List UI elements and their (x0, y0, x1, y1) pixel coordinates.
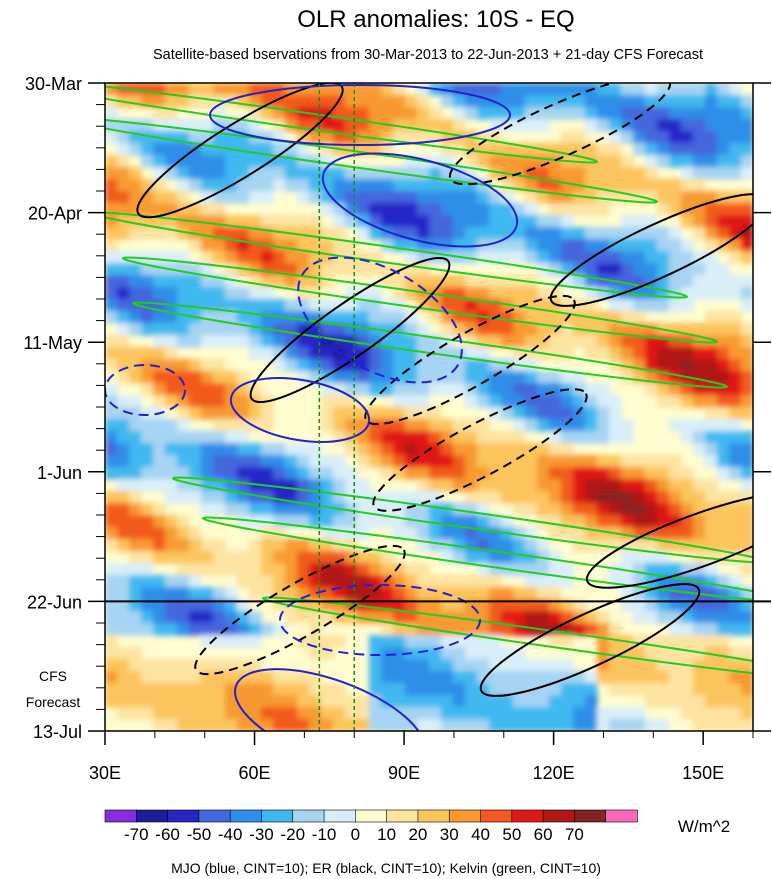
er-contour (372, 388, 588, 512)
colorbar-swatch (261, 809, 294, 823)
colorbar-swatch (355, 809, 388, 823)
colorbar-label: 20 (408, 825, 427, 844)
colorbar-label: 10 (377, 825, 396, 844)
x-tick-label: 30E (89, 763, 121, 783)
colorbar-label: -10 (312, 825, 337, 844)
y-axis: 30-Mar 20-Apr 11-May 1-Jun 22-Jun 13-Jul (23, 74, 771, 742)
kelvin-contour (105, 116, 659, 204)
colorbar-swatch (167, 809, 200, 823)
y-tick-label: 20-Apr (28, 204, 82, 224)
colorbar-label: 30 (440, 825, 459, 844)
er-contour (249, 256, 451, 404)
chart-title: OLR anomalies: 10S - EQ (297, 6, 574, 33)
colorbar-swatch (511, 809, 544, 823)
forecast-label-line1: CFS (39, 668, 67, 684)
y-tick-label: 1-Jun (37, 463, 82, 483)
y-tick-label: 22-Jun (27, 592, 82, 612)
reference-lines (318, 83, 355, 731)
colorbar-swatch (542, 809, 576, 823)
colorbar-label: -50 (187, 825, 212, 844)
colorbar-label: 70 (565, 825, 584, 844)
colorbar-swatch (292, 809, 325, 823)
mjo-contour (209, 84, 511, 146)
x-tick-label: 60E (239, 763, 271, 783)
colorbar-label: -20 (280, 825, 305, 844)
colorbar-swatch (198, 809, 231, 823)
colorbar-swatch (605, 809, 638, 823)
colorbar-label: -30 (249, 825, 274, 844)
colorbar-swatch (135, 809, 169, 823)
er-contour (479, 583, 701, 697)
er-contour (194, 544, 406, 676)
colorbar-label: 60 (534, 825, 553, 844)
colorbar-swatch (386, 809, 419, 823)
contour-overlay (105, 83, 753, 731)
colorbar-swatch (417, 809, 450, 823)
colorbar-swatch (323, 809, 357, 823)
colorbar-swatch (574, 809, 607, 823)
kelvin-contour (105, 83, 599, 164)
colorbar-swatch (229, 809, 263, 823)
colorbar-swatch (480, 809, 513, 823)
colorbar: -70 -60 -50 -40 -30 -20 -10 0 10 20 30 40 50 60 70 (104, 809, 638, 844)
colorbar-swatch (104, 809, 137, 823)
colorbar-label: 40 (471, 825, 490, 844)
mjo-contour (229, 377, 371, 443)
x-axis: 30E 60E 90E 120E 150E (89, 731, 754, 783)
y-tick-label: 13-Jul (33, 722, 82, 742)
mjo-contour (234, 668, 426, 731)
contours-caption: MJO (blue, CINT=10); ER (black, CINT=10)… (171, 860, 601, 876)
colorbar-label: 50 (502, 825, 521, 844)
colorbar-label: -40 (218, 825, 243, 844)
mjo-contour (321, 152, 519, 248)
x-tick-label: 120E (533, 763, 575, 783)
kelvin-contour (201, 516, 753, 604)
forecast-label-line2: Forecast (26, 694, 81, 710)
x-tick-label: 90E (388, 763, 420, 783)
kelvin-contour (171, 476, 753, 564)
chart-subtitle: Satellite-based bservations from 30-Mar-… (153, 47, 703, 63)
colorbar-label: 0 (351, 825, 360, 844)
er-contour (585, 491, 753, 589)
plot-area (104, 82, 771, 732)
y-tick-label: 30-Mar (25, 74, 82, 94)
er-contour (364, 294, 576, 426)
colorbar-label: -70 (124, 825, 149, 844)
er-contour (549, 193, 753, 307)
mjo-contour (279, 584, 481, 656)
er-contour (448, 83, 672, 186)
y-tick-label: 11-May (23, 333, 82, 353)
mjo-contour (105, 364, 186, 416)
x-tick-label: 150E (682, 763, 724, 783)
mjo-contour (297, 256, 463, 384)
colorbar-swatch (448, 809, 482, 823)
colorbar-label: -60 (155, 825, 180, 844)
kelvin-contour (105, 211, 689, 299)
kelvin-contour (131, 301, 729, 389)
colorbar-unit: W/m^2 (678, 817, 730, 836)
kelvin-contour (261, 596, 753, 684)
